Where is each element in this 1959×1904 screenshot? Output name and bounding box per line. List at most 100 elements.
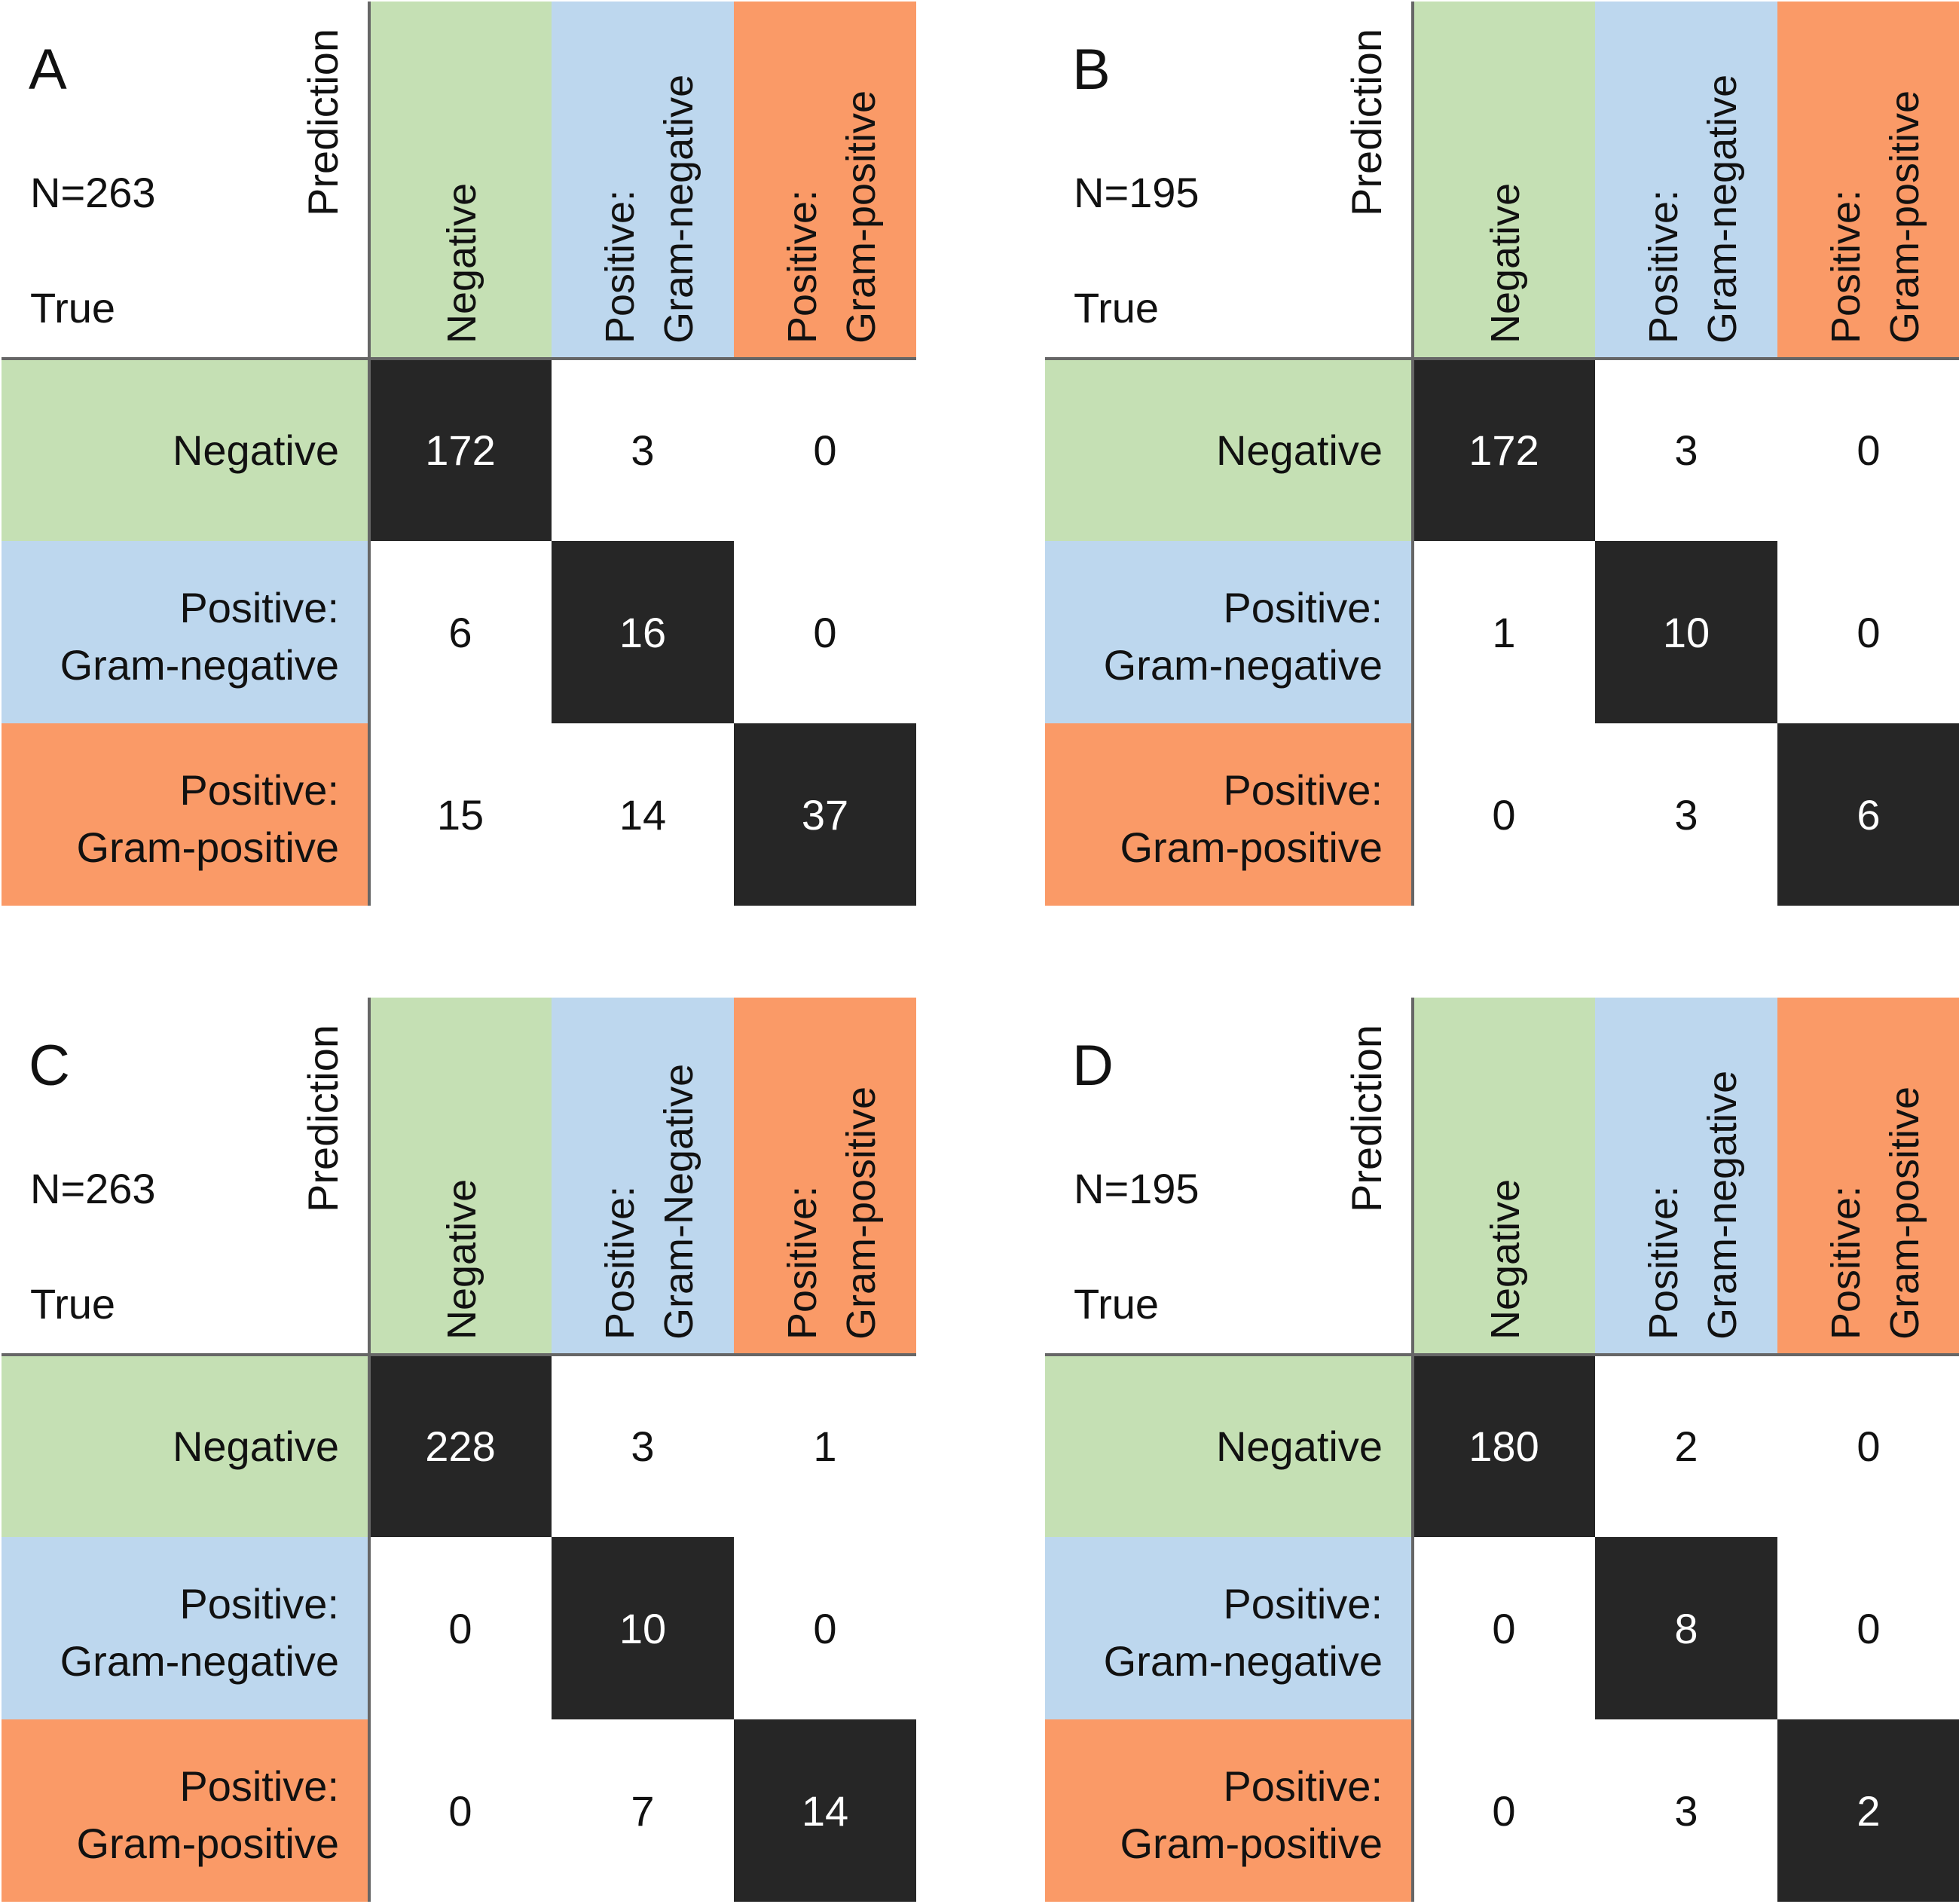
column-label-line2: Gram-Negative [656,1064,701,1340]
row-header-band [2,723,369,906]
column-label-line1: Positive: [780,1186,825,1340]
matrix-cell-value: 3 [631,1423,654,1470]
column-label-line1: Positive: [1823,190,1869,344]
column-header-band [1595,2,1777,359]
diagonal-cell [1413,1355,1595,1537]
sample-size-label: N=263 [30,1165,156,1212]
column-header-band [369,2,552,359]
row-header-band [1045,359,1413,541]
row-header-band [2,1355,369,1537]
matrix-cell-value: 16 [619,609,666,656]
matrix-cell-value: 0 [813,1605,836,1652]
row-label-line1: Negative [173,1423,339,1470]
matrix-cell-value: 0 [448,1787,472,1835]
diagonal-cell [1777,723,1959,906]
column-header-band [552,2,734,359]
diagonal-cell [552,1537,734,1719]
matrix-cell-value: 0 [1492,791,1515,839]
row-label-line2: Gram-negative [1104,641,1383,689]
diagonal-cell [1595,541,1777,723]
column-label-line2: Gram-positive [839,1086,884,1340]
row-label-line2: Gram-positive [1120,824,1383,871]
matrix-cell-value: 6 [448,609,472,656]
panel-c: C N=263 True Prediction Negative Positive: Gra… [2,998,916,1902]
matrix-cell-value: 1 [813,1423,836,1470]
column-header-band [1413,998,1595,1355]
row-header-band [2,1537,369,1719]
column-header-band [734,2,916,359]
row-header-band [2,541,369,723]
matrix-cell-value: 0 [1857,1423,1880,1470]
row-label-line2: Gram-negative [60,1637,339,1685]
matrix-cell-value: 3 [1674,426,1698,474]
row-label-line2: Gram-negative [60,641,339,689]
matrix-cell-value: 172 [425,426,495,474]
diagonal-cell [1595,1537,1777,1719]
column-label-line1: Positive: [1823,1186,1869,1340]
diagonal-cell [1413,359,1595,541]
diagonal-cell [734,723,916,906]
true-axis-label: True [30,284,115,332]
prediction-axis-label: Prediction [299,1025,347,1212]
row-label-line2: Gram-negative [1104,1637,1383,1685]
row-header-band [2,1719,369,1902]
column-label-line1: Negative [439,1179,484,1340]
sample-size-label: N=263 [30,169,156,216]
row-header-band [1045,1537,1413,1719]
row-label-line2: Gram-positive [76,1820,339,1867]
matrix-cell-value: 37 [802,791,848,839]
matrix-cell-value: 14 [802,1787,848,1835]
matrix-cell-value: 180 [1468,1423,1539,1470]
row-label-line1: Positive: [1223,584,1383,631]
column-header-band [1777,2,1959,359]
matrix-cell-value: 3 [1674,1787,1698,1835]
diagonal-cell [369,1355,552,1537]
row-label-line1: Positive: [179,584,339,631]
panel-a: A N=263 True Prediction Negative Positive: Gra… [2,2,916,906]
matrix-cell-value: 15 [437,791,484,839]
matrix-cell-value: 0 [813,609,836,656]
matrix-cell-value: 14 [619,791,666,839]
column-header-band [734,998,916,1355]
sample-size-label: N=195 [1074,1165,1200,1212]
true-axis-label: True [30,1280,115,1328]
true-axis-label: True [1074,284,1159,332]
matrix-cell-value: 10 [1663,609,1710,656]
prediction-axis-label: Prediction [1343,1025,1390,1212]
matrix-cell-value: 1 [1492,609,1515,656]
matrix-cell-value: 0 [448,1605,472,1652]
row-label-line2: Gram-positive [1120,1820,1383,1867]
matrix-cell-value: 2 [1674,1423,1698,1470]
column-header-band [1413,2,1595,359]
true-axis-label: True [1074,1280,1159,1328]
row-label-line1: Negative [173,426,339,474]
panel-d: D N=195 True Prediction Negative Positive: Gra… [1045,998,1959,1902]
column-label-line1: Negative [1483,1179,1528,1340]
prediction-axis-label: Prediction [299,29,347,216]
column-header-band [369,998,552,1355]
diagonal-cell [552,541,734,723]
column-label-line1: Positive: [780,190,825,344]
column-header-band [1777,998,1959,1355]
matrix-cell-value: 228 [425,1423,495,1470]
sample-size-label: N=195 [1074,169,1200,216]
row-label-line1: Positive: [1223,766,1383,814]
row-label-line1: Positive: [1223,1762,1383,1810]
matrix-cell-value: 0 [1857,609,1880,656]
row-label-line2: Gram-positive [76,824,339,871]
matrix-cell-value: 8 [1674,1605,1698,1652]
diagonal-cell [369,359,552,541]
matrix-cell-value: 3 [1674,791,1698,839]
column-label-line2: Gram-negative [1700,1071,1745,1340]
row-label-line1: Positive: [179,1580,339,1627]
row-header-band [1045,723,1413,906]
matrix-cell-value: 0 [813,426,836,474]
matrix-cell-value: 172 [1468,426,1539,474]
row-label-line1: Negative [1216,426,1383,474]
column-label-line2: Gram-positive [1882,90,1927,344]
column-label-line1: Positive: [597,190,643,344]
column-header-band [552,998,734,1355]
matrix-cell-value: 0 [1492,1605,1515,1652]
panel-letter: B [1072,38,1111,102]
row-label-line1: Negative [1216,1423,1383,1470]
